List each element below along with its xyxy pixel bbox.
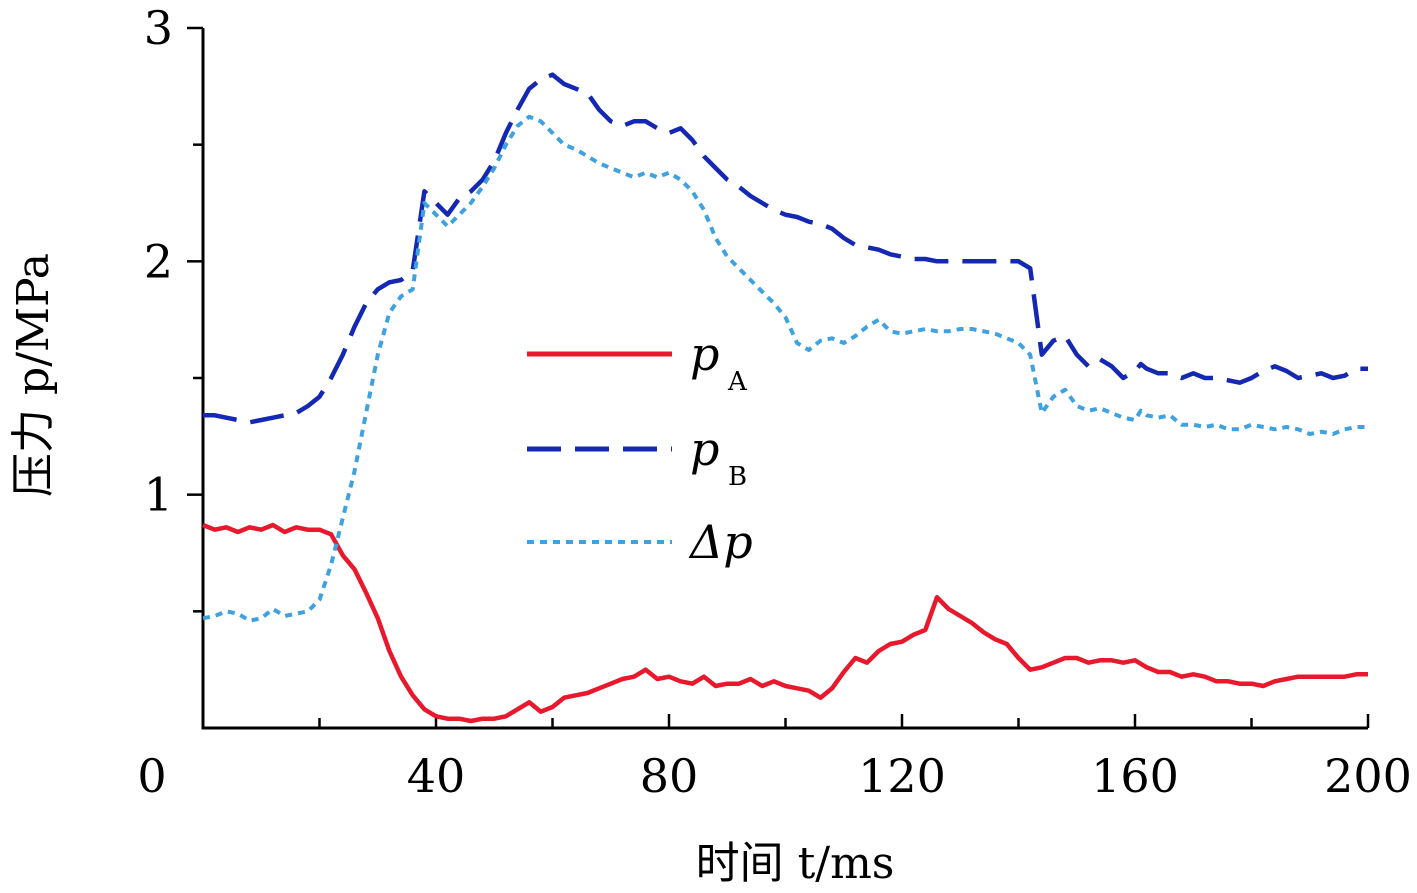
series-line-pA (202, 522, 1368, 724)
legend-label-pA: p (690, 327, 719, 381)
axes: 1 2 3 0 40 80 120 160 200 (137, 1, 1412, 803)
x-tick-label: 0 (137, 749, 166, 803)
x-axis-title: 时间 t/ms (696, 838, 895, 889)
x-tick-label: 120 (858, 749, 946, 803)
y-tick-label: 1 (144, 468, 173, 522)
x-tick-label: 40 (407, 749, 466, 803)
legend-label-pB: p (690, 422, 719, 476)
legend-label-Δp: Δp (688, 515, 753, 569)
series-layer (202, 72, 1368, 724)
series-line-Δp (202, 114, 1368, 623)
legend-sub-pB: B (728, 462, 747, 492)
x-tick-label: 160 (1091, 749, 1179, 803)
x-tick-label: 200 (1324, 749, 1412, 803)
y-tick-label: 2 (144, 234, 173, 288)
y-tick-label: 3 (144, 1, 173, 55)
y-axis-title: 压力 p/MPa (8, 253, 59, 497)
x-tick-label: 80 (640, 749, 699, 803)
series-line-pB (203, 72, 1368, 425)
legend-sub-pA: A (727, 367, 748, 397)
